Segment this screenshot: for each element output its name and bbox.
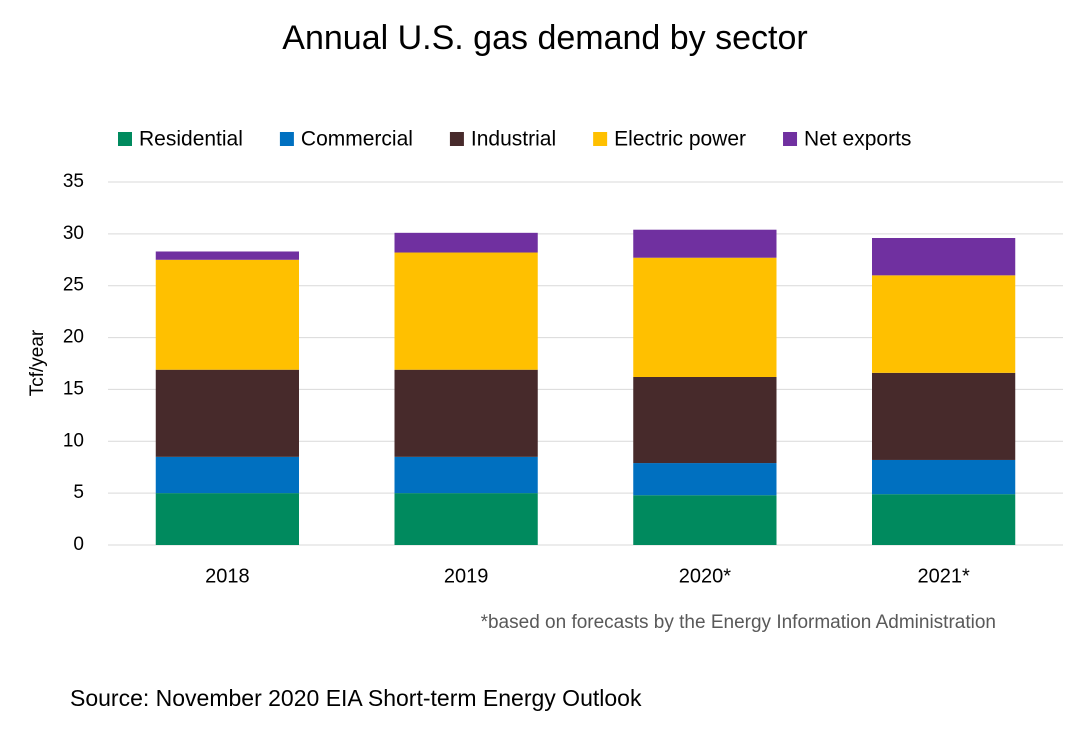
x-tick-label: 2018 — [205, 565, 250, 587]
bar-segment — [155, 259, 299, 370]
bar-segment — [633, 376, 777, 464]
y-tick-label: 30 — [63, 223, 84, 244]
legend-swatch — [279, 132, 294, 146]
chart-title: Annual U.S. gas demand by sector — [282, 19, 807, 57]
bar-segment — [633, 257, 777, 377]
y-tick-label: 10 — [63, 430, 84, 451]
legend-label: Net exports — [804, 128, 911, 151]
legend-swatch — [593, 132, 608, 146]
x-tick-label: 2019 — [444, 565, 489, 587]
bar-segment — [155, 456, 299, 494]
y-tick-label: 0 — [73, 534, 84, 555]
bar-segment — [394, 456, 538, 494]
legend-label: Industrial — [471, 128, 556, 151]
legend-swatch — [783, 132, 798, 146]
bar-segment — [394, 369, 538, 457]
bar-segment — [872, 372, 1016, 460]
y-tick-label: 15 — [63, 378, 84, 399]
y-tick-label: 5 — [73, 482, 84, 503]
y-tick-label: 25 — [63, 275, 84, 296]
bar-segment — [633, 229, 777, 258]
legend-label: Commercial — [301, 128, 413, 151]
footnote: *based on forecasts by the Energy Inform… — [481, 612, 996, 633]
y-tick-label: 20 — [63, 327, 84, 348]
bar-segment — [394, 252, 538, 370]
bar-segment — [155, 369, 299, 457]
bar-segment — [155, 251, 299, 260]
x-tick-label: 2021* — [917, 565, 969, 587]
bar-segment — [872, 275, 1016, 373]
bar-segment — [633, 495, 777, 545]
legend-swatch — [118, 132, 132, 146]
source: Source: November 2020 EIA Short-term Ene… — [70, 685, 642, 711]
x-tick-label: 2020* — [679, 565, 731, 587]
bar-segment — [872, 459, 1016, 495]
y-tick-label: 35 — [63, 171, 84, 192]
legend-label: Residential — [139, 128, 243, 151]
bar-segment — [394, 232, 538, 253]
bar-segment — [394, 493, 538, 545]
bar-segment — [872, 238, 1016, 276]
y-axis-label: Tcf/year — [27, 329, 48, 396]
bar-segment — [872, 494, 1016, 545]
bar-segment — [633, 463, 777, 496]
bar-segment — [155, 493, 299, 545]
legend-label: Electric power — [614, 128, 746, 151]
legend-swatch — [449, 132, 464, 146]
